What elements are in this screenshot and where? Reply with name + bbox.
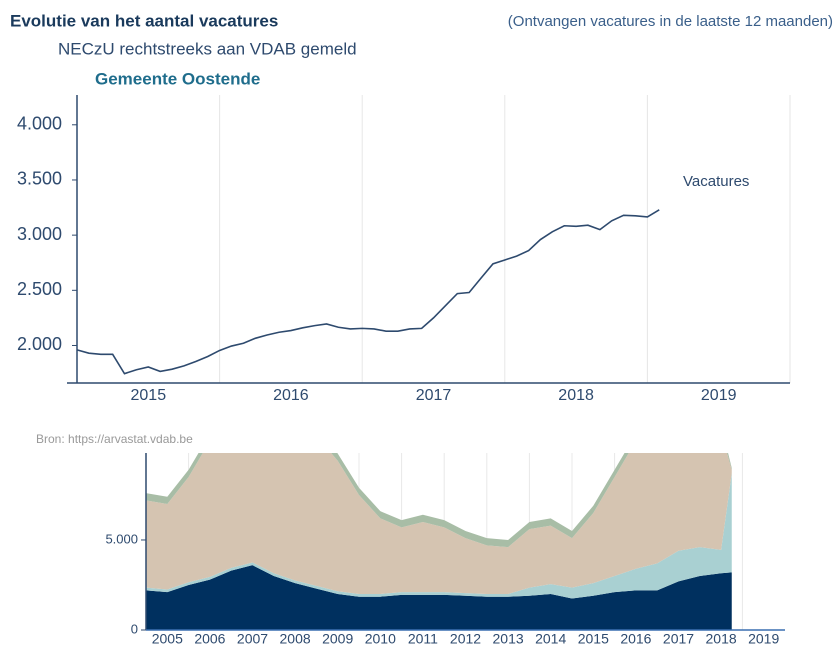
source: Bron: https://arvastat.vdab.be (36, 432, 193, 446)
x-tick-label: 2005 (152, 631, 183, 647)
x-tick-label: 2019 (701, 387, 737, 404)
y-tick-label: 3.500 (17, 169, 62, 189)
x-tick-label: 2008 (280, 631, 311, 647)
y-tick-label: 5.000 (105, 531, 138, 546)
x-tick-label: 2018 (558, 387, 594, 404)
x-tick-label: 2013 (493, 631, 524, 647)
x-tick-label: 2016 (620, 631, 651, 647)
measure: NECzU rechtstreeks aan VDAB gemeld (58, 39, 357, 58)
y-tick-label: 2.000 (17, 334, 62, 354)
x-tick-label: 2017 (416, 387, 452, 404)
y-tick-label: 4.000 (17, 114, 62, 134)
areas (146, 453, 732, 630)
x-tick-label: 2011 (408, 631, 438, 647)
x-tick-label: 2015 (578, 631, 609, 647)
x-tick-label: 2010 (365, 631, 396, 647)
x-tick-label: 2019 (748, 631, 779, 647)
y-tick-label: 2.500 (17, 279, 62, 299)
x-tick-label: 2017 (663, 631, 694, 647)
title: Evolutie van het aantal vacatures (10, 11, 278, 30)
x-tick-label: 2018 (706, 631, 737, 647)
line (76, 209, 660, 375)
region: Gemeente Oostende (95, 69, 260, 88)
series-label: Vacatures (683, 173, 749, 190)
x-tick-label: 2015 (131, 387, 167, 404)
y-tick-label: 3.000 (17, 224, 62, 244)
x-tick-label: 2006 (194, 631, 225, 647)
x-tick-label: 2009 (322, 631, 353, 647)
x-tick-label: 2014 (535, 631, 566, 647)
x-tick-label: 2007 (237, 631, 268, 647)
area (146, 453, 732, 594)
x-tick-label: 2016 (273, 387, 309, 404)
y-tick-label: 0 (131, 621, 138, 636)
x-tick-label: 2012 (450, 631, 481, 647)
area (146, 565, 732, 630)
subtitle: (Ontvangen vacatures in de laatste 12 ma… (508, 13, 833, 30)
